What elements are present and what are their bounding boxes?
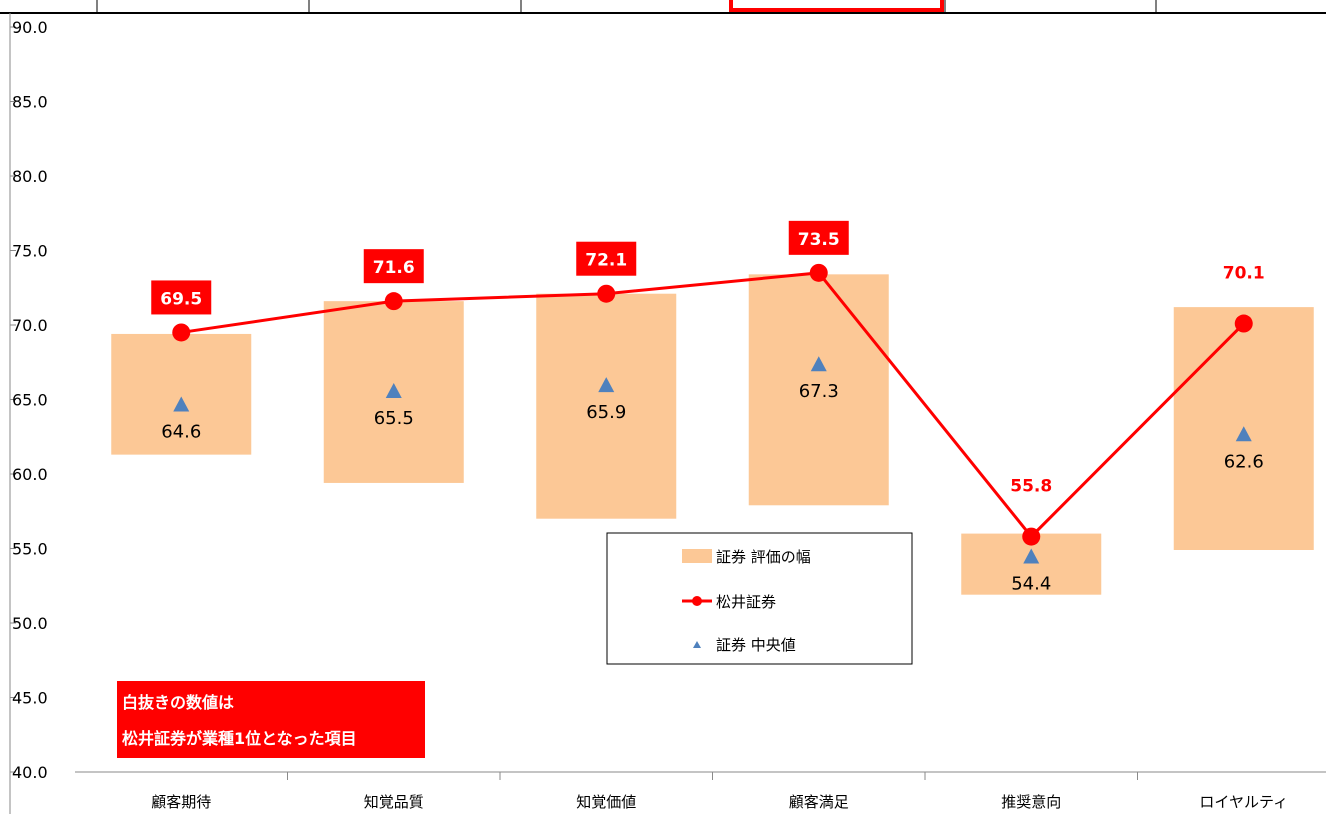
table-highlight-cell (729, 0, 944, 12)
matsui-point (597, 284, 616, 303)
matsui-line-path (181, 271, 1245, 539)
matsui-label: 72.1 (585, 251, 627, 271)
median-label: 62.6 (1224, 451, 1264, 472)
median-label: 67.3 (799, 381, 839, 402)
x-tick-label: 知覚品質 (364, 793, 424, 811)
y-tick-label: 85.0 (12, 93, 48, 112)
range-bar (748, 274, 889, 506)
y-tick-label: 70.0 (12, 316, 48, 335)
median-label: 65.9 (586, 402, 626, 423)
median-label: 54.4 (1011, 573, 1051, 594)
legend-box (606, 532, 913, 665)
y-ticks: 40.0 45.0 50.0 55.0 60.0 65.0 70.0 75.0 80.0 85.0… (10, 18, 48, 782)
y-tick-label: 80.0 (12, 167, 48, 186)
x-tick-label: 知覚価値 (576, 793, 636, 811)
top-table-remnant (0, 0, 1326, 14)
x-tick-label: 顧客期待 (151, 793, 211, 811)
matsui-label: 71.6 (373, 258, 415, 278)
legend: 証券 評価の幅 松井証券 証券 中央値 (606, 532, 913, 665)
y-tick-label: 55.0 (12, 540, 48, 559)
median-marker (810, 356, 827, 372)
y-tick-label: 40.0 (12, 763, 48, 782)
matsui-label: 69.5 (160, 289, 202, 309)
median-label: 65.5 (374, 408, 414, 429)
median-marker (385, 383, 402, 399)
matsui-point (384, 292, 403, 311)
matsui-label: 55.8 (1010, 477, 1052, 497)
annotation-line-1: 白抜きの数値は (122, 693, 234, 712)
range-bar (111, 333, 252, 455)
matsui-point (1022, 527, 1041, 546)
y-tick-label: 75.0 (12, 242, 48, 261)
y-tick-label: 50.0 (12, 614, 48, 633)
legend-label-median: 証券 中央値 (716, 636, 796, 654)
matsui-label-box (788, 220, 849, 255)
legend-label-matsui: 松井証券 (716, 593, 776, 611)
legend-label-range: 証券 評価の幅 (716, 548, 811, 566)
x-tick-label: ロイヤルティ (1199, 793, 1288, 811)
legend-swatch-triangle (693, 641, 701, 648)
annotation-line-2: 松井証券が業種1位となった項目 (122, 729, 357, 748)
median-marker (1235, 426, 1252, 442)
median-marker (598, 377, 615, 393)
matsui-label-box (363, 249, 424, 284)
y-tick-label: 90.0 (12, 18, 48, 37)
matsui-point (172, 323, 191, 342)
x-tick-label: 推奨意向 (1001, 793, 1061, 811)
matsui-point (809, 263, 828, 282)
median-marker (1023, 548, 1040, 564)
matsui-label: 70.1 (1223, 264, 1265, 284)
annotation-box (117, 681, 425, 758)
legend-swatch-range (682, 549, 712, 563)
median-marker (173, 396, 190, 412)
range-bars (111, 274, 1314, 595)
x-tick-label: 顧客満足 (789, 793, 849, 811)
matsui-label-box (576, 241, 637, 276)
y-tick-label: 45.0 (12, 689, 48, 708)
matsui-label-box (151, 280, 212, 315)
median-markers: 64.6 65.5 65.9 67.3 54.4 62.6 (161, 356, 1264, 594)
y-tick-label: 65.0 (12, 391, 48, 410)
matsui-label: 73.5 (798, 230, 840, 250)
table-strip (0, 0, 1326, 13)
range-bar (536, 293, 677, 519)
annotation: 白抜きの数値は 松井証券が業種1位となった項目 (117, 681, 425, 758)
median-label: 64.6 (161, 421, 201, 442)
y-tick-label: 60.0 (12, 465, 48, 484)
matsui-line: 69.5 71.6 72.1 73.5 55.8 70.1 (151, 220, 1265, 546)
legend-swatch-dot (692, 596, 702, 606)
matsui-point (1234, 314, 1253, 333)
x-categories: 顧客期待 知覚品質 知覚価値 顧客満足 推奨意向 ロイヤルティ (151, 772, 1288, 811)
